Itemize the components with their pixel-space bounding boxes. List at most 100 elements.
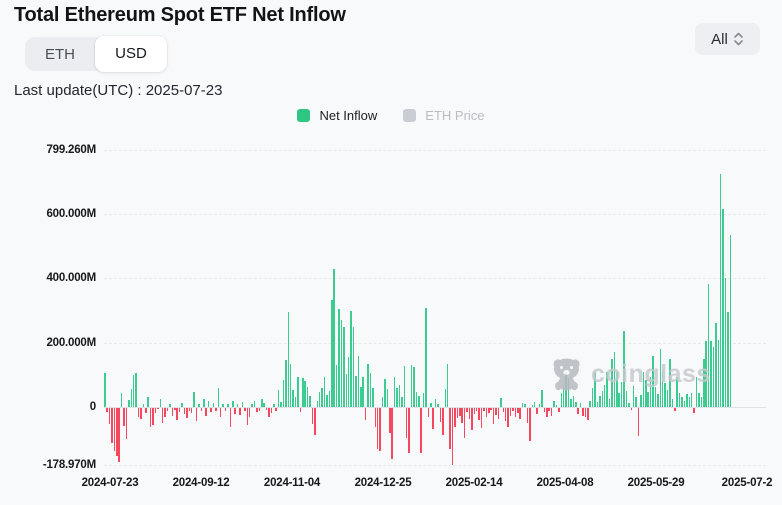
- netinflow-bar[interactable]: [393, 377, 396, 407]
- netinflow-bar[interactable]: [596, 402, 599, 407]
- netinflow-bar[interactable]: [601, 390, 604, 407]
- netinflow-bar[interactable]: [717, 340, 719, 407]
- netinflow-bar[interactable]: [703, 359, 705, 407]
- unit-toggle-usd[interactable]: USD: [95, 35, 167, 72]
- netinflow-bar[interactable]: [497, 407, 500, 419]
- netinflow-bar[interactable]: [229, 407, 232, 428]
- netinflow-bar[interactable]: [611, 359, 613, 407]
- netinflow-bar[interactable]: [420, 407, 422, 454]
- netinflow-bar[interactable]: [649, 376, 652, 407]
- netinflow-bar[interactable]: [584, 407, 587, 418]
- netinflow-bar[interactable]: [294, 397, 297, 407]
- netinflow-bar[interactable]: [234, 407, 236, 414]
- netinflow-bar[interactable]: [526, 407, 529, 423]
- netinflow-bar[interactable]: [401, 397, 403, 407]
- netinflow-bar[interactable]: [449, 407, 451, 449]
- netinflow-bar[interactable]: [628, 403, 630, 407]
- netinflow-bar[interactable]: [427, 407, 430, 418]
- netinflow-bar[interactable]: [570, 399, 572, 407]
- netinflow-bar[interactable]: [386, 389, 389, 407]
- netinflow-bar[interactable]: [253, 400, 256, 407]
- netinflow-bar[interactable]: [161, 407, 164, 423]
- netinflow-bar[interactable]: [376, 407, 379, 450]
- netinflow-bar[interactable]: [403, 365, 405, 407]
- netinflow-bar[interactable]: [483, 407, 485, 411]
- netinflow-bar[interactable]: [553, 401, 555, 407]
- netinflow-bar[interactable]: [606, 371, 608, 407]
- netinflow-bar[interactable]: [712, 346, 715, 407]
- netinflow-bar[interactable]: [263, 403, 265, 407]
- netinflow-bar[interactable]: [492, 407, 495, 425]
- netinflow-bar[interactable]: [157, 407, 159, 410]
- netinflow-bar[interactable]: [304, 381, 306, 407]
- netinflow-bar[interactable]: [659, 348, 662, 407]
- netinflow-bar[interactable]: [261, 399, 263, 407]
- netinflow-bar[interactable]: [531, 405, 534, 407]
- netinflow-bar[interactable]: [517, 407, 519, 414]
- netinflow-bar[interactable]: [367, 363, 369, 407]
- netinflow-bar[interactable]: [669, 359, 671, 407]
- netinflow-bar[interactable]: [372, 388, 374, 407]
- netinflow-bar[interactable]: [442, 407, 444, 435]
- netinflow-bar[interactable]: [444, 389, 447, 407]
- netinflow-bar[interactable]: [360, 387, 362, 407]
- netinflow-bar[interactable]: [331, 300, 333, 407]
- netinflow-bar[interactable]: [321, 387, 323, 407]
- netinflow-bar[interactable]: [410, 365, 413, 407]
- netinflow-bar[interactable]: [396, 388, 398, 407]
- netinflow-bar[interactable]: [275, 407, 277, 411]
- netinflow-bar[interactable]: [536, 407, 538, 414]
- netinflow-bar[interactable]: [437, 403, 439, 407]
- netinflow-bar[interactable]: [323, 377, 326, 407]
- netinflow-bar[interactable]: [355, 375, 357, 407]
- netinflow-bar[interactable]: [142, 404, 145, 407]
- netinflow-bar[interactable]: [640, 394, 642, 407]
- netinflow-bar[interactable]: [215, 407, 217, 411]
- netinflow-bar[interactable]: [671, 399, 674, 407]
- netinflow-bar[interactable]: [722, 209, 724, 407]
- netinflow-bar[interactable]: [707, 284, 710, 407]
- netinflow-bar[interactable]: [645, 379, 647, 407]
- netinflow-bar[interactable]: [152, 407, 154, 426]
- netinflow-bar[interactable]: [340, 319, 343, 407]
- netinflow-bar[interactable]: [504, 407, 507, 421]
- netinflow-bar[interactable]: [333, 269, 335, 407]
- netinflow-bar[interactable]: [698, 392, 700, 407]
- netinflow-bar[interactable]: [251, 404, 253, 407]
- netinflow-bar[interactable]: [635, 397, 637, 407]
- netinflow-bar[interactable]: [154, 407, 157, 414]
- netinflow-bar[interactable]: [577, 407, 579, 414]
- netinflow-bar[interactable]: [159, 398, 162, 407]
- netinflow-bar[interactable]: [495, 407, 497, 415]
- netinflow-bar[interactable]: [171, 407, 174, 416]
- netinflow-bar[interactable]: [190, 407, 193, 414]
- netinflow-bar[interactable]: [676, 376, 678, 407]
- bars-layer[interactable]: [104, 150, 732, 472]
- netinflow-bar[interactable]: [248, 407, 251, 417]
- netinflow-bar[interactable]: [647, 391, 649, 407]
- netinflow-bar[interactable]: [328, 390, 331, 407]
- netinflow-bar[interactable]: [575, 402, 577, 407]
- netinflow-bar[interactable]: [727, 311, 729, 407]
- netinflow-bar[interactable]: [572, 395, 575, 407]
- netinflow-bar[interactable]: [219, 407, 222, 418]
- netinflow-bar[interactable]: [550, 407, 553, 416]
- netinflow-bar[interactable]: [145, 407, 147, 413]
- netinflow-bar[interactable]: [623, 330, 625, 407]
- netinflow-bar[interactable]: [490, 407, 492, 411]
- netinflow-bar[interactable]: [664, 382, 666, 407]
- netinflow-bar[interactable]: [434, 399, 437, 407]
- netinflow-bar[interactable]: [227, 404, 229, 407]
- netinflow-bar[interactable]: [700, 397, 703, 407]
- netinflow-bar[interactable]: [207, 400, 210, 407]
- netinflow-bar[interactable]: [379, 407, 381, 451]
- netinflow-bar[interactable]: [567, 378, 570, 407]
- netinflow-bar[interactable]: [560, 392, 562, 407]
- netinflow-bar[interactable]: [137, 407, 140, 417]
- netinflow-bar[interactable]: [519, 407, 521, 419]
- netinflow-bar[interactable]: [299, 407, 302, 413]
- netinflow-bar[interactable]: [316, 400, 319, 407]
- netinflow-bar[interactable]: [485, 407, 488, 417]
- netinflow-bar[interactable]: [587, 407, 589, 421]
- netinflow-bar[interactable]: [217, 388, 220, 407]
